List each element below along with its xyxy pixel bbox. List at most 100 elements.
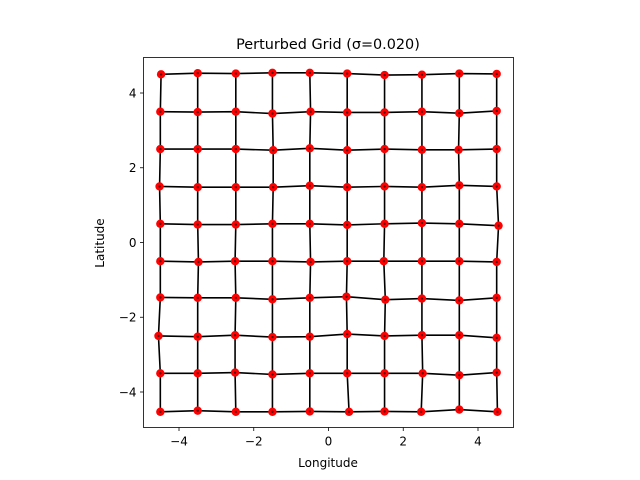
grid-point-center: [421, 372, 424, 375]
grid-point-center: [458, 408, 461, 411]
grid-point-center: [345, 223, 349, 227]
grid-column-line: [383, 75, 387, 412]
grid-point-center: [197, 260, 200, 264]
grid-point-center: [458, 184, 461, 187]
grid-point-center: [495, 296, 498, 300]
grid-point-center: [309, 260, 312, 264]
grid-point-center: [308, 296, 312, 300]
grid-point-center: [496, 410, 499, 413]
y-tick-label: 4: [129, 86, 137, 100]
grid-point-center: [383, 73, 386, 77]
grid-point-center: [271, 112, 274, 115]
grid-point-center: [271, 148, 275, 152]
grid-point-center: [196, 72, 199, 75]
grid-point-center: [196, 147, 199, 151]
grid-point-center: [495, 72, 498, 76]
y-tick-label: 2: [129, 161, 137, 175]
y-tick-label: −2: [119, 311, 137, 325]
grid-point-center: [458, 222, 461, 226]
grid-row-line: [160, 371, 497, 376]
grid-row-line: [158, 333, 497, 339]
y-axis-ticks: −4 −2 0 2 4: [119, 86, 144, 399]
grid-point-center: [345, 72, 349, 75]
grid-point-center: [347, 410, 351, 413]
grid-point-center: [458, 259, 461, 263]
grid-row-line: [160, 222, 499, 227]
grid-point-center: [308, 184, 312, 187]
grid-point-center: [383, 147, 386, 151]
y-tick-label: 0: [129, 236, 137, 250]
grid-row-line: [160, 260, 497, 263]
grid-point-center: [495, 260, 498, 264]
x-axis-ticks: −4 −2 0 2 4: [170, 427, 482, 449]
grid-point-center: [458, 373, 461, 377]
grid-point-center: [233, 371, 237, 374]
grid-point-center: [233, 333, 237, 337]
grid-column-line: [457, 73, 461, 410]
grid-column-line: [345, 73, 350, 412]
grid-point-center: [495, 147, 498, 151]
grid-point-center: [383, 410, 386, 413]
x-tick-label: 2: [399, 435, 407, 449]
grid-point-center: [382, 259, 386, 263]
grid-point-center: [345, 259, 349, 263]
grid-point-center: [309, 110, 312, 113]
grid-point-center: [308, 71, 312, 75]
grid-point-center: [495, 185, 498, 188]
grid-points: [154, 68, 503, 416]
grid-point-center: [233, 259, 237, 263]
x-axis-label: Longitude: [298, 456, 358, 470]
grid-point-center: [196, 335, 199, 338]
grid-point-center: [271, 222, 274, 226]
grid-point-center: [196, 372, 199, 375]
grid-point-center: [271, 71, 274, 75]
grid-point-center: [308, 147, 312, 150]
grid-row-line: [160, 110, 497, 115]
grid-point-center: [196, 409, 199, 412]
grid-point-center: [345, 148, 349, 152]
grid-point-center: [458, 299, 461, 302]
grid-point-center: [458, 111, 461, 115]
grid-column-line: [157, 74, 162, 412]
grid-column-line: [420, 74, 424, 412]
grid-point-center: [234, 223, 238, 226]
x-tick-label: −4: [170, 435, 188, 449]
y-axis-label: Latitude: [93, 218, 107, 267]
grid-column-line: [271, 72, 274, 412]
grid-point-center: [196, 185, 199, 189]
chart-title: Perturbed Grid (σ=0.020): [236, 37, 420, 53]
grid-row-line: [161, 72, 497, 76]
grid-point-center: [271, 410, 274, 413]
grid-point-center: [308, 410, 312, 413]
grid-point-center: [234, 147, 238, 151]
grid-point-center: [458, 72, 461, 75]
grid-point-center: [234, 296, 238, 300]
grid-point-center: [383, 372, 386, 375]
grid-point-center: [159, 73, 163, 76]
grid-point-center: [308, 335, 312, 338]
grid-column-line: [309, 72, 312, 412]
grid-point-center: [345, 332, 349, 336]
grid-point-center: [234, 110, 238, 113]
y-tick-label: −4: [119, 385, 137, 399]
grid-point-center: [420, 148, 424, 152]
grid-point-center: [457, 148, 460, 152]
grid-point-center: [308, 222, 312, 226]
grid-point-center: [383, 222, 386, 226]
grid-point-center: [234, 72, 238, 75]
grid-point-center: [271, 259, 274, 263]
grid-point-center: [383, 111, 386, 114]
grid-column-line: [234, 73, 237, 412]
grid-point-center: [159, 222, 162, 226]
grid-point-center: [420, 297, 424, 300]
grid-point-center: [419, 410, 423, 413]
grid-point-center: [383, 334, 386, 338]
grid-point-center: [159, 410, 162, 413]
grid-point-center: [159, 110, 162, 113]
grid-point-center: [420, 73, 424, 76]
grid-row-line: [159, 184, 497, 188]
grid-point-center: [345, 111, 349, 114]
grid-point-center: [271, 298, 274, 301]
grid-column-line: [495, 73, 500, 412]
